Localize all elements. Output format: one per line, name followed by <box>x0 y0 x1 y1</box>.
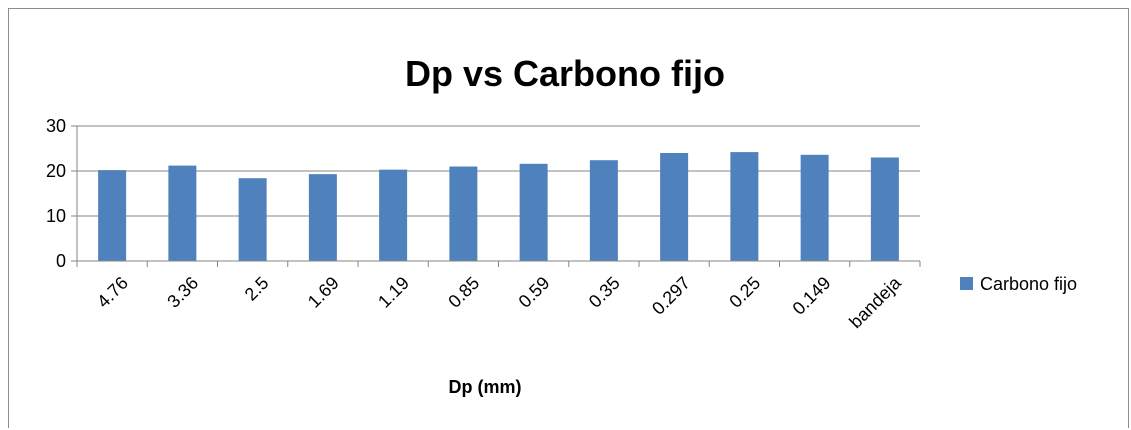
x-tick-label: 4.76 <box>93 273 132 312</box>
bar-0.59 <box>519 163 548 261</box>
bar-0.25 <box>730 152 759 261</box>
x-tick-label: 0.35 <box>585 273 624 312</box>
bar-0.85 <box>449 166 478 261</box>
x-tick-label: bandeja <box>845 272 905 332</box>
x-tick-label: 0.297 <box>648 273 694 319</box>
x-axis-ticks: 4.76 3.36 2.5 1.69 1.19 0.85 0.59 0.35 0.297 0.25… <box>93 272 905 332</box>
x-tick-label: 0.149 <box>789 273 835 319</box>
bar-2.5 <box>238 178 267 261</box>
bar-4.76 <box>98 170 127 261</box>
legend-label: Carbono fijo <box>980 274 1077 294</box>
chart-title: Dp vs Carbono fijo <box>405 53 725 94</box>
x-tick-label: 0.25 <box>725 273 764 312</box>
x-tick-label: 3.36 <box>163 273 202 312</box>
bar-0.149 <box>800 154 829 261</box>
y-axis-ticks: 0 10 20 30 <box>46 116 78 271</box>
x-tick-label: 0.85 <box>444 273 483 312</box>
y-tick-label: 20 <box>46 161 66 181</box>
y-tick-label: 0 <box>56 251 66 271</box>
x-tick-label: 0.59 <box>515 273 554 312</box>
x-tick-label: 2.5 <box>241 273 273 305</box>
bar-1.19 <box>379 169 408 261</box>
legend-swatch <box>960 277 973 290</box>
x-axis-label: Dp (mm) <box>449 377 522 397</box>
bar-0.297 <box>660 153 689 261</box>
bars <box>98 152 899 261</box>
gridlines <box>77 125 920 217</box>
x-tick-label: 1.19 <box>374 273 413 312</box>
x-tick-label: 1.69 <box>304 273 343 312</box>
bar-1.69 <box>308 174 337 261</box>
bar-bandeja <box>870 157 899 261</box>
x-axis <box>76 260 921 267</box>
y-tick-label: 10 <box>46 206 66 226</box>
legend[interactable]: Carbono fijo <box>960 274 1077 294</box>
bar-3.36 <box>168 165 197 261</box>
y-tick-label: 30 <box>46 116 66 136</box>
bar-0.35 <box>589 160 618 261</box>
